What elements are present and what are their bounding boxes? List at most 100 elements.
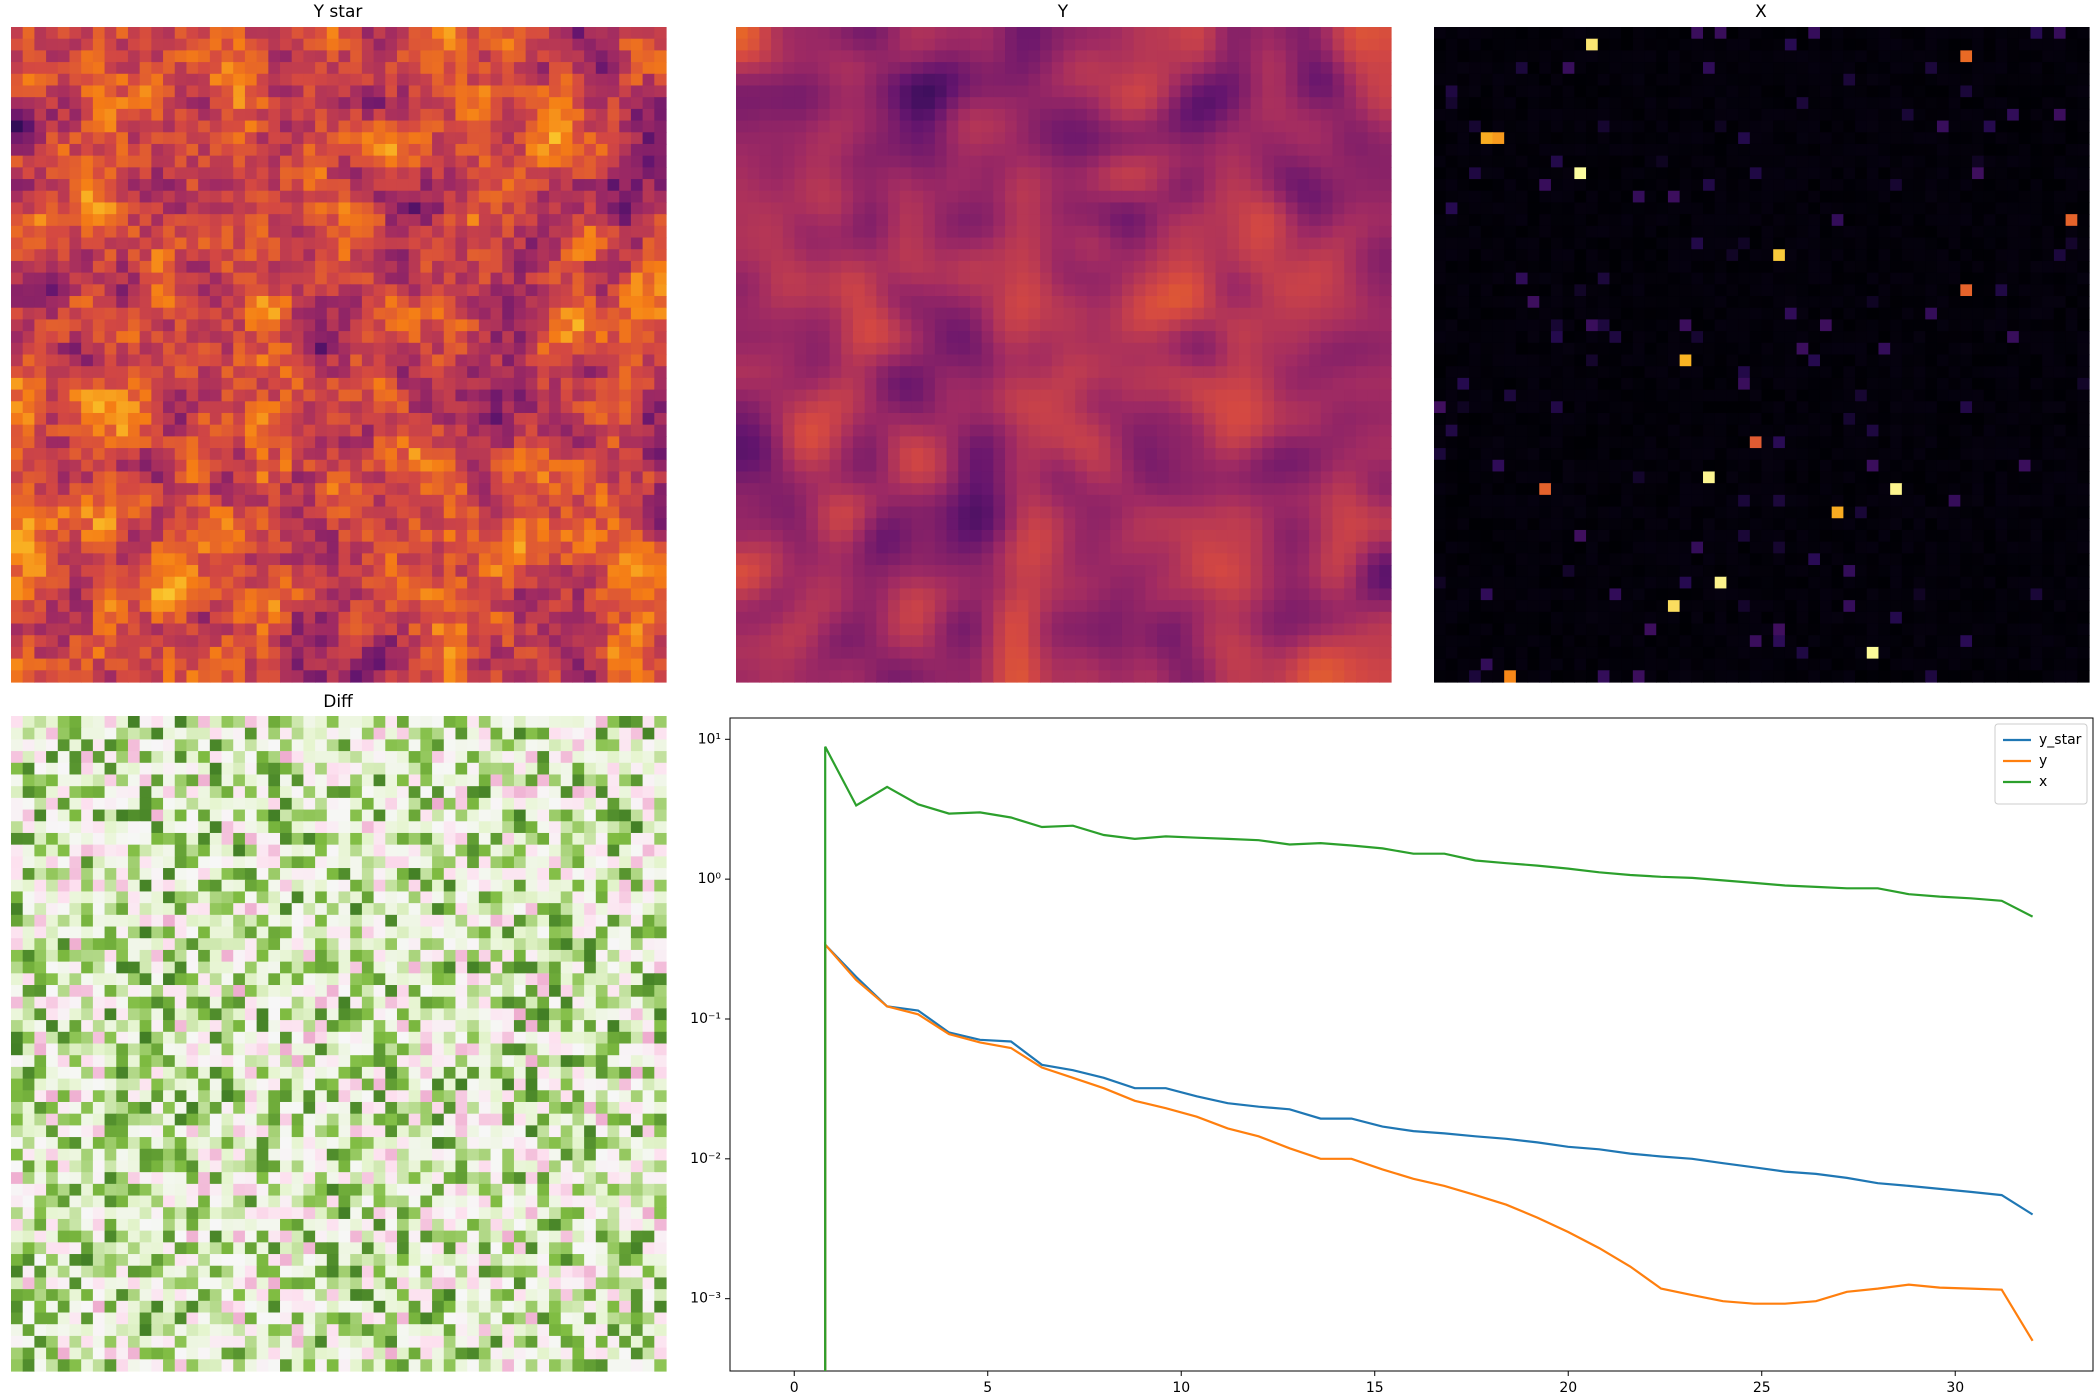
heat-cell — [946, 190, 959, 204]
heat-cell — [1145, 342, 1158, 356]
heat-cell — [1180, 272, 1193, 285]
heat-cell — [829, 331, 842, 344]
heat-cell — [958, 97, 971, 110]
heat-cell — [642, 120, 655, 133]
heat-cell — [174, 366, 188, 379]
heat-cell — [338, 471, 351, 484]
heat-cell — [1098, 38, 1111, 51]
heat-cell — [630, 658, 644, 671]
heat-cell — [221, 471, 234, 484]
heat-cell — [46, 27, 59, 40]
heat-cell — [630, 272, 644, 285]
heat-cell — [443, 401, 457, 414]
heat-cell — [1320, 272, 1334, 285]
heat-cell — [1309, 73, 1322, 87]
heat-cell — [1157, 155, 1170, 168]
heat-cell — [1110, 155, 1123, 168]
heat-cell — [1285, 401, 1299, 414]
heat-cell — [385, 120, 398, 133]
heat-cell — [315, 155, 328, 168]
heat-cell — [350, 471, 363, 484]
heat-cell — [46, 389, 59, 402]
heat-cell — [467, 670, 480, 683]
heat-cell — [513, 448, 527, 461]
heat-cell — [1355, 272, 1369, 285]
heat-cell — [326, 541, 340, 554]
heat-cell — [864, 214, 877, 227]
heat-cell — [291, 354, 305, 367]
heat-cell — [934, 85, 948, 98]
heat-cell — [806, 38, 819, 51]
heat-cell — [1332, 73, 1345, 87]
heat-cell — [1040, 190, 1053, 204]
heat-cell — [584, 518, 597, 531]
heat-cell — [923, 108, 936, 122]
heat-cell — [467, 202, 480, 215]
heat-cell — [443, 179, 457, 192]
heat-cell — [1379, 307, 1392, 321]
heat-cell — [432, 319, 445, 332]
heat-cell — [969, 296, 983, 309]
heat-cell — [1203, 179, 1217, 192]
heat-cell — [1215, 331, 1228, 344]
heat-cell — [1367, 319, 1380, 332]
heat-cell — [315, 646, 328, 660]
heat-cell — [888, 97, 901, 110]
heat-cell — [981, 167, 994, 180]
heat-cell — [280, 553, 293, 566]
heat-cell — [432, 50, 445, 63]
heat-cell — [1274, 190, 1287, 204]
heat-cell — [467, 73, 480, 87]
heat-cell — [654, 307, 667, 321]
heat-cell — [1192, 319, 1205, 332]
heat-cell — [817, 307, 831, 321]
heat-cell — [841, 319, 854, 332]
heat-cell — [1238, 97, 1252, 110]
heat-cell — [1040, 225, 1053, 239]
heat-cell — [244, 319, 258, 332]
heat-cell — [315, 518, 328, 531]
heat-cell — [969, 331, 983, 344]
heat-cell — [432, 73, 445, 87]
heat-cell — [829, 108, 842, 122]
heat-cell — [1192, 108, 1205, 122]
heat-cell — [595, 448, 609, 461]
heat-cell — [92, 284, 106, 297]
heat-cell — [432, 483, 445, 496]
heat-cell — [549, 658, 562, 671]
heat-cell — [46, 448, 59, 461]
heat-cell — [1344, 190, 1357, 204]
heat-cell — [1379, 97, 1392, 110]
heat-cell — [537, 319, 550, 332]
heat-cell — [268, 412, 281, 426]
heat-cell — [642, 424, 655, 437]
heat-cell — [1028, 190, 1041, 204]
heat-cell — [852, 307, 866, 321]
heat-cell — [490, 541, 503, 554]
heat-cell — [139, 155, 152, 168]
heat-cell — [104, 576, 117, 590]
heat-cell — [174, 260, 188, 274]
heat-cell — [139, 611, 152, 625]
heat-cell — [619, 576, 632, 590]
heat-cell — [174, 483, 188, 496]
heat-cell — [174, 646, 188, 660]
heat-cell — [151, 190, 164, 204]
heat-cell — [794, 331, 807, 344]
heat-cell — [291, 389, 305, 402]
heat-cell — [794, 97, 807, 110]
heat-cell — [1168, 225, 1182, 239]
heat-cell — [888, 143, 901, 157]
heat-cell — [455, 553, 468, 566]
heat-cell — [209, 506, 223, 519]
heat-cell — [233, 331, 246, 344]
heat-cell — [1285, 272, 1299, 285]
heat-cell — [1379, 167, 1392, 180]
heat-cell — [291, 600, 305, 613]
heat-cell — [268, 611, 281, 625]
heat-cell — [139, 635, 152, 648]
heat-cell — [116, 27, 129, 40]
heat-cell — [186, 108, 199, 122]
heat-cell — [57, 377, 71, 391]
heat-cell — [817, 319, 831, 332]
